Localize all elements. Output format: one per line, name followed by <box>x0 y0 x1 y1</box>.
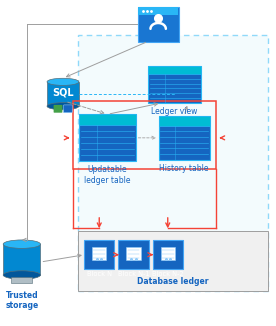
FancyBboxPatch shape <box>138 7 178 15</box>
FancyBboxPatch shape <box>159 116 209 160</box>
FancyBboxPatch shape <box>138 7 179 42</box>
FancyBboxPatch shape <box>79 114 136 125</box>
FancyBboxPatch shape <box>92 247 107 260</box>
Text: SQL: SQL <box>52 88 74 98</box>
Text: History table: History table <box>160 164 209 173</box>
Ellipse shape <box>47 78 79 85</box>
FancyBboxPatch shape <box>118 240 149 270</box>
Ellipse shape <box>47 103 79 110</box>
FancyBboxPatch shape <box>148 66 201 74</box>
Text: Block N: Block N <box>87 271 112 277</box>
Ellipse shape <box>3 240 41 248</box>
FancyBboxPatch shape <box>78 35 269 291</box>
FancyBboxPatch shape <box>79 114 136 161</box>
Text: Database ledger: Database ledger <box>137 277 209 286</box>
Text: Block N-1: Block N-1 <box>118 271 149 277</box>
FancyBboxPatch shape <box>11 277 32 283</box>
FancyBboxPatch shape <box>153 240 183 270</box>
FancyBboxPatch shape <box>84 240 115 270</box>
Polygon shape <box>3 244 41 275</box>
FancyBboxPatch shape <box>63 105 72 113</box>
FancyBboxPatch shape <box>161 247 175 260</box>
FancyBboxPatch shape <box>78 231 269 291</box>
Polygon shape <box>47 82 79 106</box>
FancyBboxPatch shape <box>159 116 209 126</box>
Text: Ledger view: Ledger view <box>152 107 198 116</box>
Text: Block N-2: Block N-2 <box>152 271 184 277</box>
Text: Trusted
storage: Trusted storage <box>5 290 38 310</box>
FancyBboxPatch shape <box>148 66 201 103</box>
Ellipse shape <box>3 271 41 279</box>
FancyBboxPatch shape <box>126 247 141 260</box>
Text: Updatable
ledger table: Updatable ledger table <box>84 165 131 185</box>
FancyBboxPatch shape <box>54 105 62 113</box>
